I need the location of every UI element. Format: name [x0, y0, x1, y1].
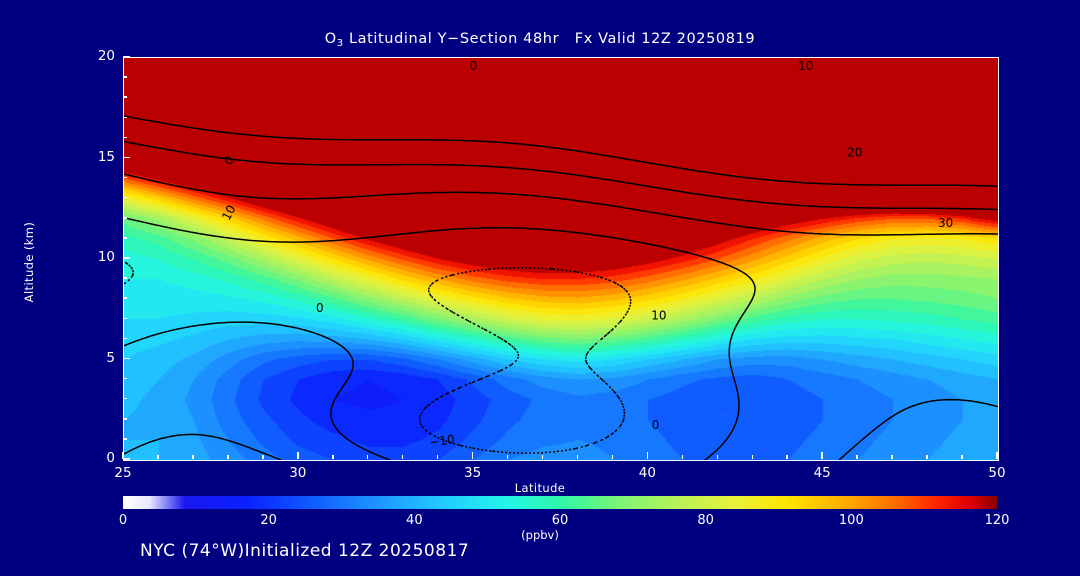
- plot-title: O3 Latitudinal Y−Section 48hr Fx Valid 1…: [0, 31, 1080, 49]
- x-tick-label: 35: [464, 465, 482, 481]
- x-tick: [646, 452, 649, 459]
- y-minor-tick: [123, 317, 127, 320]
- y-tick: [123, 156, 130, 159]
- title-subscript: 3: [336, 38, 344, 49]
- y-tick: [123, 257, 130, 259]
- y-tick-label: 20: [97, 48, 115, 64]
- svg-text:20: 20: [847, 146, 862, 160]
- x-tick-label: 45: [813, 465, 831, 481]
- contour-label: 00: [221, 153, 236, 169]
- contour-label: 00: [470, 59, 478, 73]
- x-tick-label: 25: [114, 465, 132, 481]
- x-minor-tick: [961, 455, 963, 459]
- x-minor-tick: [576, 455, 579, 459]
- x-axis-title: Latitude: [514, 481, 566, 495]
- svg-text:10: 10: [219, 203, 239, 223]
- x-tick: [297, 452, 299, 459]
- svg-text:0: 0: [316, 301, 324, 315]
- y-minor-tick: [123, 96, 127, 98]
- x-minor-tick: [541, 455, 544, 459]
- colorbar-tick-label: 100: [838, 513, 864, 528]
- y-minor-tick: [123, 217, 127, 219]
- plot-area: 0 0 0 0 0 0 0 0 10 10 10 10 10 10 20 20 30 30 −10 −10: [123, 57, 999, 461]
- y-minor-tick: [123, 418, 127, 420]
- x-minor-tick: [611, 455, 614, 459]
- colorbar-tick-label: 80: [697, 513, 714, 528]
- y-minor-tick: [123, 76, 127, 78]
- colorbar-tick-label: 60: [551, 513, 569, 528]
- colorbar-tick-label: 20: [260, 513, 277, 528]
- x-tick: [122, 452, 124, 459]
- x-tick: [471, 452, 474, 459]
- contour-label: 00: [652, 418, 660, 432]
- x-minor-tick: [506, 455, 509, 459]
- x-minor-tick: [262, 455, 264, 459]
- svg-text:0: 0: [221, 153, 236, 169]
- x-minor-tick: [157, 455, 159, 459]
- x-minor-tick: [681, 455, 684, 459]
- colorbar-units-label: (ppbv): [521, 528, 559, 542]
- svg-text:−10: −10: [429, 432, 456, 449]
- x-minor-tick: [856, 455, 858, 459]
- colorbar-tick-label: 120: [984, 513, 1010, 528]
- x-tick: [996, 452, 998, 459]
- title-text: Latitudinal Y−Section 48hr Fx Valid 12Z …: [343, 31, 756, 47]
- x-minor-tick: [716, 455, 719, 459]
- svg-text:30: 30: [938, 216, 953, 230]
- x-minor-tick: [332, 455, 334, 459]
- ozone-field-heatmap: [124, 58, 998, 460]
- x-minor-tick: [751, 455, 754, 459]
- y-minor-tick: [123, 297, 127, 299]
- y-tick-label: 15: [97, 148, 115, 165]
- colorbar-tick-label: 0: [118, 513, 128, 528]
- x-minor-tick: [436, 455, 439, 459]
- y-tick: [123, 56, 130, 58]
- y-minor-tick: [123, 397, 127, 400]
- svg-text:0: 0: [652, 418, 660, 432]
- contour-label: −10−10: [429, 432, 456, 449]
- colorbar-tick-label: 40: [406, 513, 423, 528]
- x-tick-label: 50: [988, 465, 1006, 481]
- svg-text:10: 10: [798, 59, 813, 73]
- svg-text:0: 0: [470, 59, 478, 73]
- x-tick-label: 40: [638, 465, 656, 481]
- x-minor-tick: [192, 455, 194, 459]
- y-minor-tick: [123, 196, 127, 199]
- y-minor-tick: [123, 438, 127, 440]
- y-minor-tick: [123, 116, 127, 119]
- x-minor-tick: [227, 455, 229, 459]
- x-minor-tick: [786, 455, 788, 459]
- initialization-label: NYC (74°W)Initialized 12Z 20250817: [140, 541, 470, 561]
- y-minor-tick: [123, 337, 127, 340]
- y-minor-tick: [123, 176, 127, 179]
- y-axis-title: Altitude (km): [22, 221, 36, 303]
- y-minor-tick: [123, 237, 127, 239]
- y-tick-label: 5: [106, 349, 115, 366]
- y-minor-tick: [123, 377, 127, 380]
- x-tick: [821, 452, 823, 459]
- x-tick-label: 30: [289, 465, 307, 481]
- svg-text:10: 10: [651, 308, 666, 322]
- colorbar: [123, 496, 997, 509]
- y-tick: [123, 357, 130, 360]
- contour-label: 00: [316, 301, 324, 315]
- y-tick: [123, 458, 130, 460]
- x-minor-tick: [366, 455, 369, 459]
- y-minor-tick: [123, 277, 127, 279]
- x-minor-tick: [401, 455, 404, 459]
- x-minor-tick: [926, 455, 928, 459]
- y-minor-tick: [123, 136, 127, 139]
- y-tick-label: 0: [106, 450, 115, 466]
- x-minor-tick: [891, 455, 893, 459]
- title-species: O: [324, 31, 337, 47]
- y-tick-label: 10: [97, 249, 115, 265]
